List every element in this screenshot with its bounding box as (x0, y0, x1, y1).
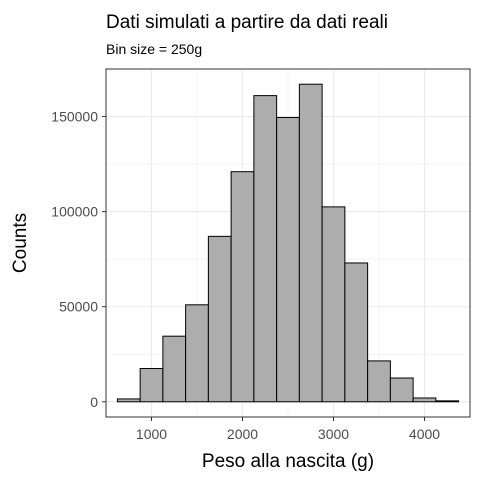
histogram-bar-12 (389, 377, 414, 403)
histogram-bar-13 (412, 397, 437, 403)
histogram-bar-14 (435, 400, 460, 403)
x-tick-label-1: 2000 (227, 426, 258, 442)
x-tick-label-2: 3000 (318, 426, 349, 442)
chart-subtitle: Bin size = 250g (106, 41, 202, 57)
bars (116, 83, 460, 403)
chart-title: Dati simulati a partire da dati reali (106, 12, 388, 33)
histogram-bar-1 (139, 368, 164, 403)
histogram-bar-7 (276, 116, 300, 403)
y-tick-label-0: 0 (90, 394, 98, 410)
x-axis-title: Peso alla nascita (g) (202, 451, 374, 472)
histogram-bar-2 (162, 335, 187, 403)
x-axis-ticks: 1000 2000 3000 4000 (136, 417, 440, 442)
histogram-bar-10 (344, 262, 369, 403)
histogram-bar-0 (116, 398, 141, 403)
y-axis-title: Counts (10, 213, 31, 273)
histogram-bar-3 (185, 304, 209, 403)
histogram-bar-4 (207, 235, 232, 403)
y-tick-label-2: 100000 (51, 204, 98, 220)
x-tick-label-0: 1000 (136, 426, 167, 442)
histogram-bar-9 (321, 206, 346, 403)
y-axis-ticks: 0 50000 100000 150000 (51, 109, 106, 410)
histogram-bar-5 (230, 171, 255, 403)
histogram-bar-6 (253, 95, 278, 403)
x-tick-label-3: 4000 (409, 426, 440, 442)
histogram-bar-8 (298, 83, 323, 403)
histogram-bar-11 (367, 360, 391, 403)
y-tick-label-3: 150000 (51, 109, 98, 125)
panel-border (105, 68, 471, 418)
y-tick-label-1: 50000 (59, 299, 98, 315)
